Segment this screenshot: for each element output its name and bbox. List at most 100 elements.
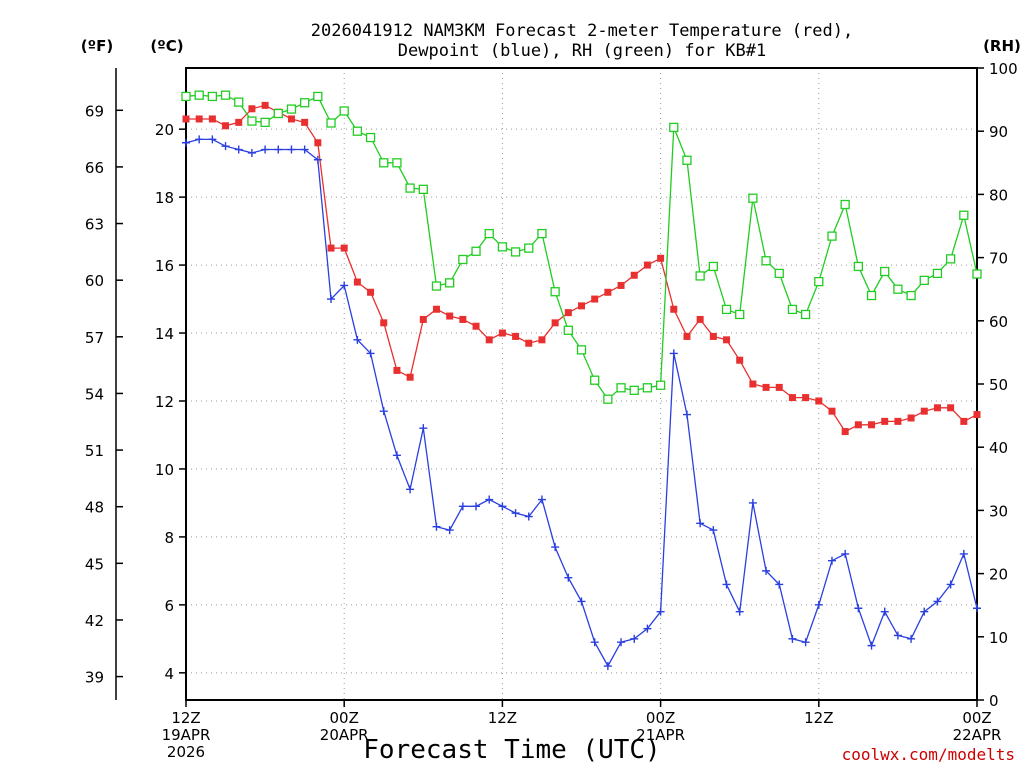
x-tick-label: 19APR — [162, 726, 211, 744]
rh-point — [880, 266, 890, 277]
rh-point — [418, 184, 428, 194]
dewpoint-point — [577, 597, 586, 606]
rh-point — [392, 158, 402, 168]
rh-tick-label: 50 — [989, 376, 1008, 394]
temperature-point — [222, 122, 230, 130]
temperature-point — [696, 315, 704, 323]
rh-tick-label: 10 — [989, 629, 1008, 647]
temperature-point — [314, 139, 322, 147]
rh-tick-label: 100 — [989, 60, 1018, 78]
rh-point — [313, 91, 323, 102]
rh-point — [840, 199, 850, 210]
rh-tick-label: 20 — [989, 566, 1008, 584]
rh-point — [194, 90, 204, 100]
rh-point — [365, 132, 376, 143]
rh-point — [537, 228, 547, 239]
chart-title-line2: Dewpoint (blue), RH (green) for KB#1 — [398, 41, 766, 61]
fahrenheit-unit-label: (ºF) — [81, 37, 113, 55]
dewpoint-point — [867, 641, 876, 650]
temperature-point — [393, 366, 401, 374]
dewpoint-point — [841, 549, 850, 558]
rh-series — [181, 90, 982, 404]
rh-point — [590, 375, 600, 385]
temperature-point — [894, 417, 902, 425]
rh-point — [576, 345, 587, 355]
temperature-point — [564, 309, 572, 317]
temperature-point — [670, 305, 678, 313]
rh-point — [352, 126, 363, 136]
rh-point — [959, 210, 969, 220]
credit-text: coolwx.com/modelts — [842, 745, 1015, 764]
dewpoint-point — [669, 349, 678, 358]
rh-point — [616, 383, 626, 393]
dewpoint-point — [959, 549, 968, 558]
rh-point — [774, 268, 784, 279]
dewpoint-point — [313, 155, 322, 164]
temperature-point — [538, 336, 546, 344]
temperature-point — [841, 428, 849, 436]
dewpoint-series — [182, 135, 981, 671]
dewpoint-point — [419, 424, 428, 433]
rh-point — [682, 155, 692, 165]
dewpoint-point — [788, 634, 797, 643]
temperature-point — [907, 414, 915, 422]
dewpoint-point — [234, 145, 243, 154]
dewpoint-point — [379, 407, 388, 416]
temperature-point — [973, 411, 981, 419]
temperature-point — [591, 295, 599, 303]
celsius-tick-label: 18 — [155, 189, 174, 207]
x-tick-label: 12Z — [488, 709, 517, 727]
temperature-point — [287, 115, 295, 123]
temperature-point — [947, 404, 955, 412]
dewpoint-point — [366, 349, 375, 358]
rh-point — [972, 269, 982, 279]
dewpoint-point — [933, 597, 942, 606]
temperature-point — [762, 383, 770, 391]
rh-point — [550, 287, 560, 297]
rh-point — [603, 394, 613, 404]
dewpoint-point — [564, 573, 573, 582]
fahrenheit-tick-label: 51 — [85, 442, 104, 460]
rh-point — [234, 97, 244, 107]
temperature-point — [617, 281, 625, 289]
dewpoint-point — [682, 410, 691, 419]
temperature-point — [419, 315, 427, 323]
dewpoint-point — [261, 145, 270, 154]
dewpoint-point — [973, 604, 981, 613]
x-tick-label: 20APR — [320, 726, 369, 744]
x-tick-label: 00Z — [646, 709, 675, 727]
chart-title-line1: 2026041912 NAM3KM Forecast 2-meter Tempe… — [311, 21, 853, 41]
dewpoint-point — [880, 607, 889, 616]
rh-point — [524, 243, 534, 253]
temperature-point — [446, 312, 454, 320]
dewpoint-point — [274, 145, 283, 154]
temperature-point — [525, 339, 533, 347]
temperature-point — [208, 115, 216, 123]
temperature-point — [920, 407, 928, 415]
celsius-tick-label: 16 — [155, 257, 174, 275]
temperature-point — [195, 115, 203, 123]
temperature-point — [512, 332, 520, 340]
rh-point — [181, 91, 191, 102]
temperature-point — [788, 394, 796, 402]
temperature-point — [578, 302, 585, 310]
temperature-point — [960, 417, 968, 425]
dewpoint-point — [827, 556, 836, 565]
rh-point — [629, 385, 639, 395]
temperature-point — [736, 356, 744, 364]
rh-tick-label: 60 — [989, 313, 1008, 331]
rh-point — [814, 276, 824, 287]
temperature-point — [802, 394, 810, 402]
rh-point — [405, 183, 415, 193]
axes — [115, 67, 984, 707]
rh-point — [735, 309, 745, 320]
dewpoint-point — [748, 498, 757, 507]
temperature-point — [828, 407, 836, 415]
temperature-point — [432, 305, 440, 313]
rh-point — [669, 122, 679, 133]
fahrenheit-tick-label: 42 — [85, 612, 104, 630]
fahrenheit-tick-label: 54 — [85, 385, 104, 403]
dewpoint-point — [603, 662, 612, 671]
dewpoint-point — [946, 580, 955, 589]
